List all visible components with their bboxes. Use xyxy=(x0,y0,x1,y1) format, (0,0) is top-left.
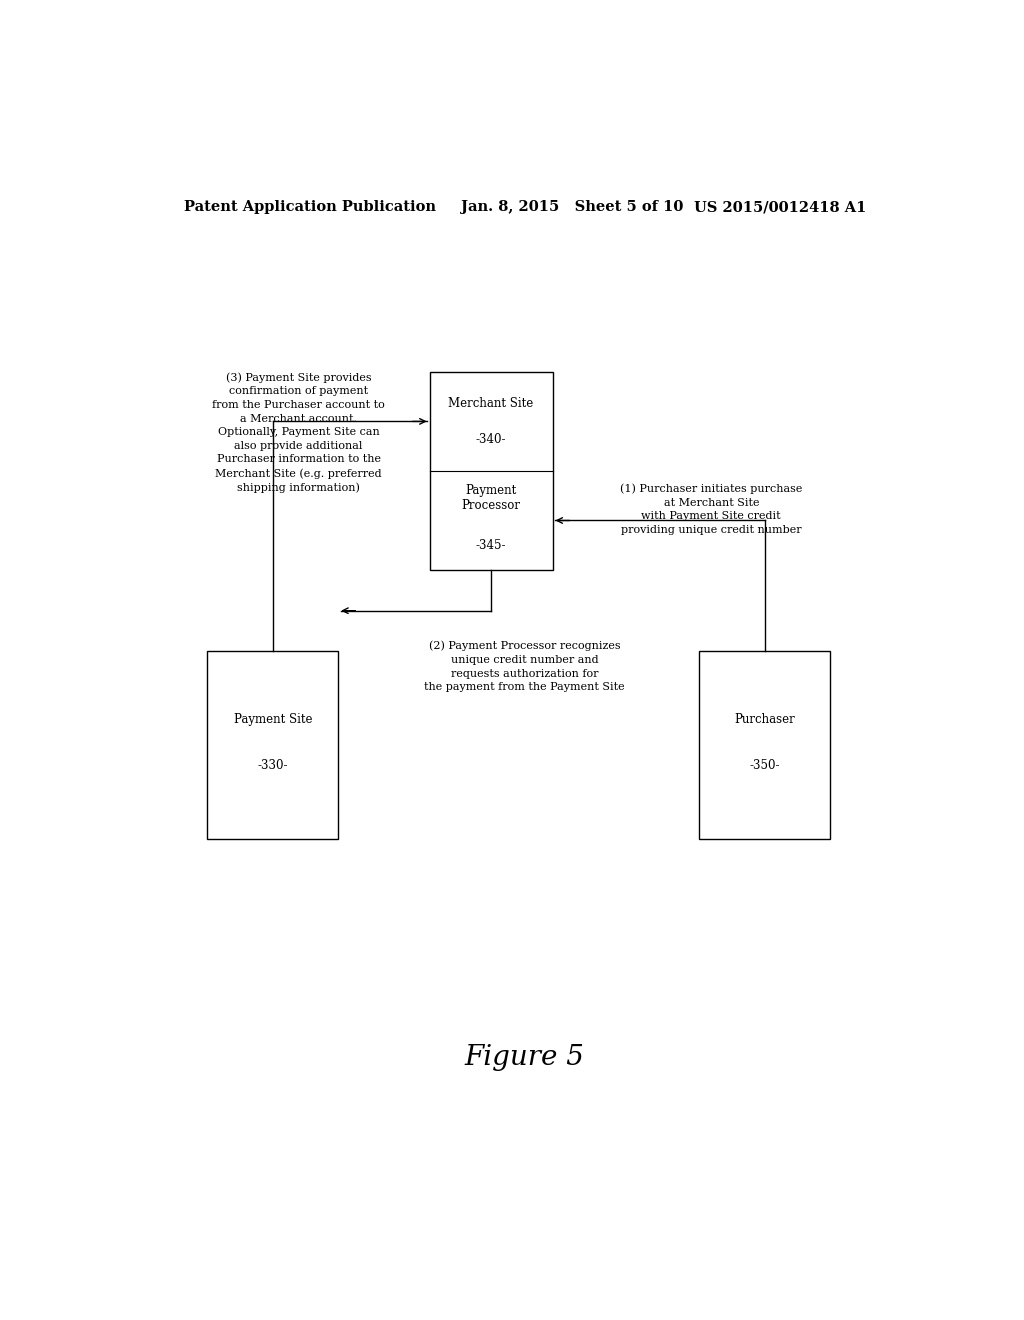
Text: Merchant Site: Merchant Site xyxy=(449,396,534,409)
Text: Payment Site: Payment Site xyxy=(233,714,312,726)
Text: -350-: -350- xyxy=(750,759,780,772)
Text: Patent Application Publication: Patent Application Publication xyxy=(183,201,435,214)
Bar xyxy=(207,651,338,840)
Text: -330-: -330- xyxy=(258,759,288,772)
Text: Payment
Processor: Payment Processor xyxy=(462,484,520,512)
Text: (3) Payment Site provides
confirmation of payment
from the Purchaser account to
: (3) Payment Site provides confirmation o… xyxy=(212,372,385,494)
Text: -345-: -345- xyxy=(476,540,506,552)
Text: US 2015/0012418 A1: US 2015/0012418 A1 xyxy=(693,201,866,214)
Text: -340-: -340- xyxy=(476,433,506,446)
Bar xyxy=(699,651,830,840)
Text: Purchaser: Purchaser xyxy=(734,714,796,726)
Text: (2) Payment Processor recognizes
unique credit number and
requests authorization: (2) Payment Processor recognizes unique … xyxy=(425,642,625,692)
Text: (1) Purchaser initiates purchase
at Merchant Site
with Payment Site credit
provi: (1) Purchaser initiates purchase at Merc… xyxy=(621,483,803,535)
Text: Jan. 8, 2015   Sheet 5 of 10: Jan. 8, 2015 Sheet 5 of 10 xyxy=(461,201,684,214)
Bar xyxy=(430,372,553,570)
Text: Figure 5: Figure 5 xyxy=(465,1044,585,1072)
